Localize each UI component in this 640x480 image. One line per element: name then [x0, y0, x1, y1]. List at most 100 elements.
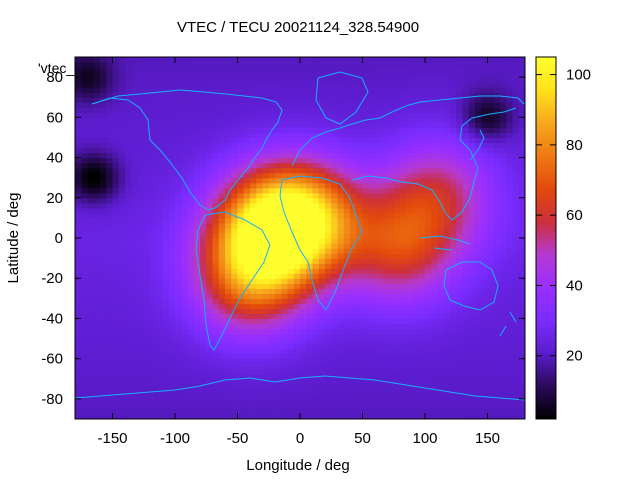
heatmap-cell	[331, 232, 339, 239]
heatmap-cell	[175, 333, 182, 340]
heatmap-cell	[131, 253, 139, 259]
heatmap-cell	[293, 157, 301, 164]
heatmap-cell	[375, 187, 382, 194]
heatmap-cell	[275, 353, 282, 360]
heatmap-cell	[281, 92, 289, 98]
heatmap-cell	[356, 398, 364, 405]
heatmap-cell	[487, 293, 495, 299]
heatmap-cell	[100, 338, 107, 345]
heatmap-cell	[256, 393, 264, 400]
heatmap-cell	[293, 313, 301, 320]
heatmap-cell	[325, 348, 332, 355]
heatmap-cell	[106, 363, 114, 370]
heatmap-cell	[250, 408, 257, 415]
heatmap-cell	[200, 353, 207, 360]
heatmap-cell	[343, 328, 351, 335]
heatmap-cell	[431, 408, 439, 415]
heatmap-cell	[481, 298, 489, 304]
heatmap-cell	[281, 343, 289, 350]
heatmap-cell	[137, 343, 145, 350]
heatmap-cell	[425, 212, 432, 219]
heatmap-cell	[487, 227, 495, 234]
heatmap-cell	[506, 383, 514, 390]
heatmap-cell	[481, 333, 489, 340]
heatmap-cell	[331, 172, 339, 179]
heatmap-cell	[262, 172, 270, 179]
heatmap-cell	[362, 313, 370, 320]
heatmap-cell	[293, 197, 301, 204]
heatmap-cell	[512, 238, 520, 244]
heatmap-cell	[262, 268, 270, 274]
heatmap-cell	[275, 278, 282, 284]
heatmap-cell	[237, 353, 245, 360]
heatmap-cell	[156, 293, 164, 299]
heatmap-cell	[131, 388, 139, 395]
heatmap-cell	[250, 77, 257, 83]
heatmap-cell	[456, 232, 464, 239]
heatmap-cell	[175, 288, 182, 294]
heatmap-cell	[312, 258, 320, 264]
heatmap-cell	[506, 207, 514, 214]
heatmap-cell	[118, 182, 126, 189]
heatmap-cell	[456, 378, 464, 385]
heatmap-cell	[406, 192, 414, 199]
heatmap-cell	[262, 283, 270, 289]
heatmap-cell	[87, 373, 95, 380]
heatmap-cell	[337, 383, 345, 390]
heatmap-cell	[118, 192, 126, 199]
heatmap-cell	[268, 353, 276, 360]
heatmap-cell	[212, 157, 220, 164]
heatmap-cell	[493, 243, 501, 249]
heatmap-cell	[225, 328, 232, 335]
heatmap-cell	[375, 268, 382, 274]
heatmap-cell	[506, 288, 514, 294]
heatmap-cell	[256, 303, 264, 309]
heatmap-cell	[500, 182, 507, 189]
heatmap-cell	[100, 112, 107, 118]
heatmap-cell	[181, 333, 189, 340]
heatmap-cell	[131, 248, 139, 254]
heatmap-cell	[243, 192, 251, 199]
heatmap-cell	[325, 232, 332, 239]
heatmap-cell	[462, 283, 470, 289]
heatmap-cell	[262, 77, 270, 83]
heatmap-cell	[362, 243, 370, 249]
heatmap-cell	[406, 343, 414, 350]
heatmap-cell	[487, 222, 495, 229]
heatmap-cell	[425, 383, 432, 390]
heatmap-cell	[212, 283, 220, 289]
heatmap-cell	[518, 192, 525, 199]
heatmap-cell	[400, 348, 407, 355]
heatmap-cell	[362, 263, 370, 269]
heatmap-cell	[312, 182, 320, 189]
heatmap-cell	[462, 373, 470, 380]
heatmap-cell	[112, 132, 120, 139]
heatmap-cell	[425, 132, 432, 139]
heatmap-cell	[400, 353, 407, 360]
heatmap-cell	[300, 187, 307, 194]
heatmap-cell	[331, 238, 339, 244]
heatmap-cell	[100, 87, 107, 93]
heatmap-cell	[381, 77, 389, 83]
heatmap-cell	[368, 258, 376, 264]
heatmap-cell	[200, 112, 207, 118]
heatmap-cell	[443, 258, 451, 264]
heatmap-cell	[156, 202, 164, 209]
heatmap-cell	[218, 343, 226, 350]
heatmap-cell	[137, 142, 145, 149]
heatmap-cell	[250, 363, 257, 370]
heatmap-cell	[262, 112, 270, 118]
heatmap-cell	[500, 363, 507, 370]
heatmap-cell	[156, 217, 164, 224]
heatmap-cell	[206, 72, 214, 78]
heatmap-cell	[487, 102, 495, 108]
heatmap-cell	[368, 393, 376, 400]
heatmap-cell	[368, 273, 376, 279]
heatmap-cell	[75, 268, 82, 274]
heatmap-cell	[387, 393, 395, 400]
heatmap-cell	[518, 227, 525, 234]
heatmap-cell	[93, 202, 101, 209]
heatmap-cell	[487, 142, 495, 149]
heatmap-cell	[500, 187, 507, 194]
heatmap-cell	[268, 182, 276, 189]
